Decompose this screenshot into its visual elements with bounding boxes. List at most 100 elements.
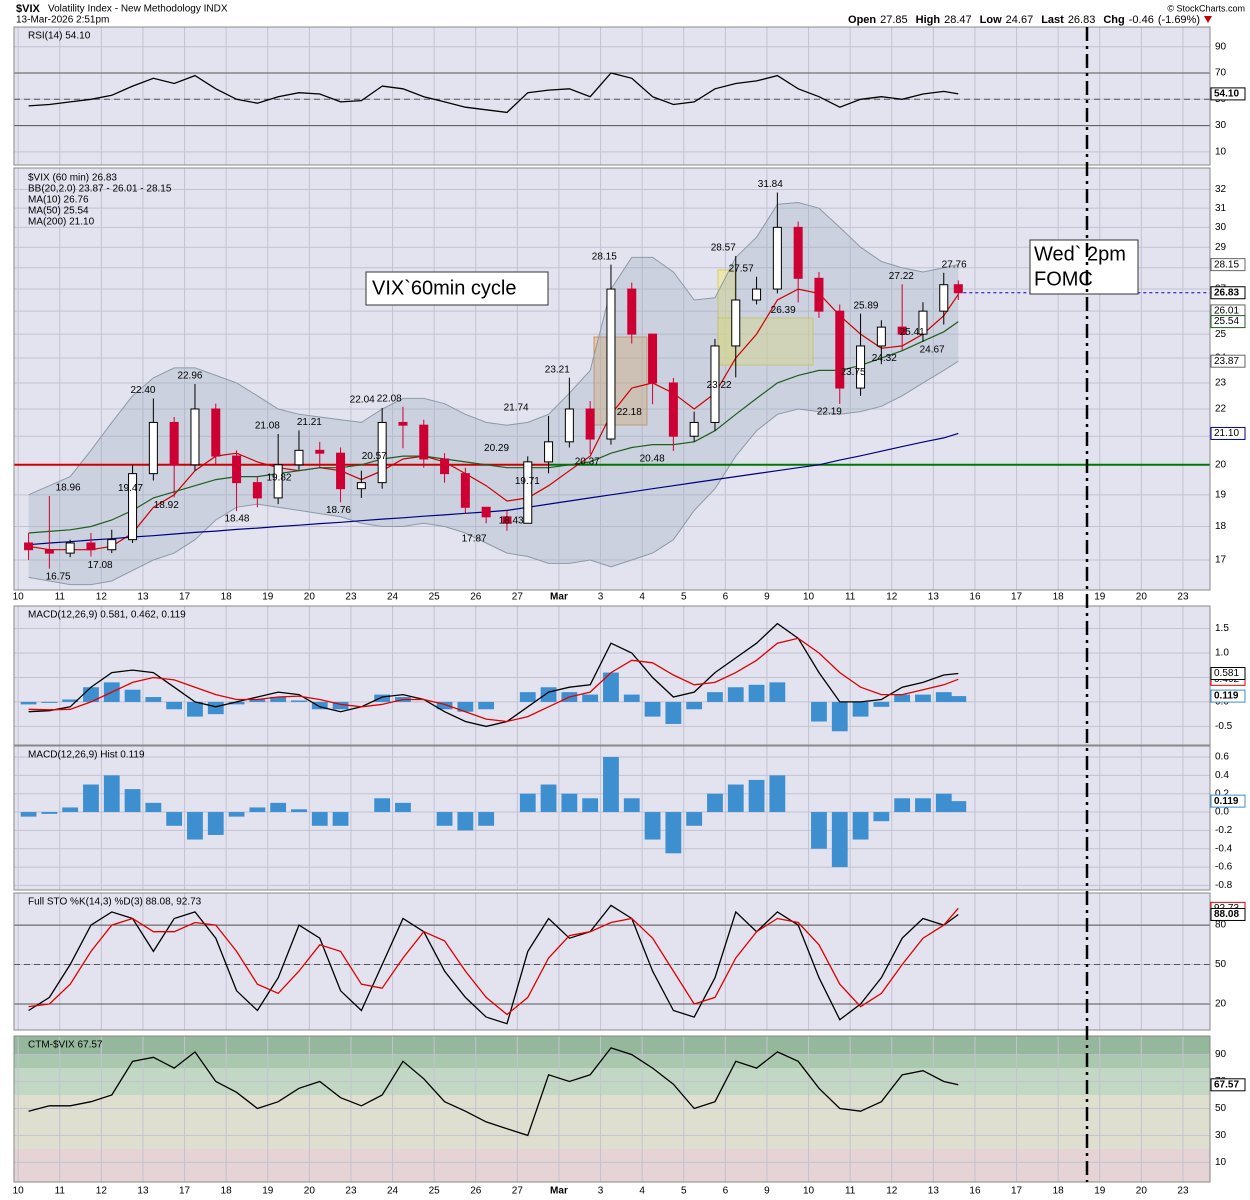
y-tick-label: 20	[1215, 999, 1227, 1010]
candle-body	[897, 326, 907, 335]
histogram-bar	[644, 812, 661, 840]
indicator-line	[28, 72, 959, 114]
x-tick-label: 9	[764, 592, 770, 603]
value-tag-label: 54.10	[1214, 89, 1239, 100]
candle-body	[835, 310, 845, 389]
histogram-bar	[665, 812, 682, 854]
histogram-bar	[852, 701, 869, 717]
candle-body	[44, 549, 54, 554]
candle-body	[273, 464, 283, 499]
candle-body	[440, 458, 450, 475]
panel-frame	[13, 605, 1211, 746]
histogram-bar	[950, 696, 967, 702]
x-tick-label: 18	[221, 592, 233, 603]
candle-body	[211, 408, 221, 457]
x-tick-label: 13	[928, 592, 940, 603]
panel-title: RSI(14) 54.10	[28, 31, 91, 42]
candle-body	[772, 226, 782, 290]
moving-average	[28, 432, 959, 546]
histogram-bar	[561, 793, 578, 813]
candle-body	[876, 326, 886, 347]
candle-body	[918, 310, 928, 335]
candle-body	[232, 455, 242, 484]
candle-body	[627, 288, 637, 335]
candle-body	[689, 421, 699, 437]
y-tick-label: 10	[1215, 146, 1227, 157]
histogram-bar	[478, 701, 495, 710]
quote-label: High	[916, 14, 941, 26]
histogram-bar	[873, 701, 890, 707]
x-tick-label: 4	[639, 1186, 645, 1197]
x-tick-label: 10	[13, 592, 25, 603]
x-tick-label: 5	[681, 592, 687, 603]
x-tick-label: 19	[1094, 592, 1106, 603]
price-label: 22.04	[350, 395, 375, 406]
price-label: 22.18	[617, 407, 642, 418]
y-tick-label: 32	[1215, 184, 1227, 195]
histogram-bar	[228, 812, 245, 817]
x-tick-label: 13	[137, 1186, 149, 1197]
histogram-bar	[457, 812, 474, 831]
x-tick-label: 10	[803, 1186, 815, 1197]
plot-area	[14, 192, 1210, 586]
note-text: FOMC	[1034, 268, 1093, 290]
histogram-bar	[603, 757, 619, 813]
quote-value: 24.67	[1006, 14, 1034, 26]
value-tag-label: 67.57	[1214, 1079, 1239, 1090]
y-tick-label: 1.0	[1215, 648, 1229, 659]
candle-body	[294, 449, 304, 466]
indicator-line	[28, 637, 959, 723]
x-tick-label: 11	[55, 592, 66, 603]
y-tick-label: 17	[1215, 555, 1227, 566]
indicator-line	[28, 904, 959, 1025]
panel-background	[14, 27, 1210, 165]
bollinger-upper	[28, 201, 959, 496]
histogram-bar	[707, 793, 723, 813]
histogram-bar	[582, 798, 599, 813]
panel-title: MACD(12,26,9) 0.581, 0.462, 0.119	[28, 610, 186, 621]
band	[14, 1148, 1210, 1182]
x-tick-label: 23	[345, 1186, 357, 1197]
y-tick-label: 80	[1215, 920, 1227, 931]
y-tick-label: 30	[1215, 1130, 1227, 1141]
value-tag-label: 25.54	[1214, 316, 1239, 327]
background-layer: 1030507090171819202122232425262728293031…	[14, 27, 1233, 1182]
y-tick-label: 30	[1215, 222, 1227, 233]
indicator-line	[28, 622, 959, 728]
y-tick-label: 90	[1215, 41, 1227, 52]
y-tick-label: 22	[1215, 404, 1227, 415]
price-label: 17.08	[88, 560, 113, 571]
panel-frame	[13, 745, 1211, 891]
quote-label: Last	[1041, 14, 1064, 26]
x-tick-label: 25	[429, 592, 441, 603]
histogram-bar	[950, 801, 967, 813]
value-tag	[1210, 666, 1246, 680]
histogram-bar	[540, 784, 557, 813]
histogram-bar	[207, 812, 224, 835]
price-label: 18.48	[224, 514, 249, 525]
histogram-bar	[894, 798, 911, 813]
price-label: 20.37	[575, 457, 600, 468]
x-tick-label: 20	[304, 1186, 316, 1197]
histogram-bar	[769, 775, 786, 813]
quote-value: 27.85	[880, 14, 908, 26]
y-tick-label: -0.8	[1215, 880, 1233, 891]
legend-entry: MA(50) 25.54	[28, 206, 89, 217]
legend-entry: MA(200) 21.10	[28, 217, 95, 228]
y-tick-label: 70	[1215, 68, 1227, 79]
x-tick-label: 12	[886, 1186, 898, 1197]
price-label: 19.71	[515, 476, 540, 487]
bollinger-lower	[28, 360, 959, 586]
note-text: VIX`60min cycle	[372, 277, 517, 299]
candle-body	[814, 277, 824, 312]
x-tick-label: 9	[764, 1186, 770, 1197]
x-tick-label: 17	[1011, 1186, 1023, 1197]
price-label: 23.75	[841, 367, 866, 378]
candle-body	[731, 299, 741, 347]
histogram-bar	[270, 697, 287, 702]
x-tick-label: 12	[886, 592, 898, 603]
legend-entry: BB(20,2.0) 23.87 - 26.01 - 28.15	[28, 184, 172, 195]
histogram-bar	[41, 701, 58, 703]
y-tick-label: 1.5	[1215, 623, 1229, 634]
candle-body	[148, 421, 158, 475]
